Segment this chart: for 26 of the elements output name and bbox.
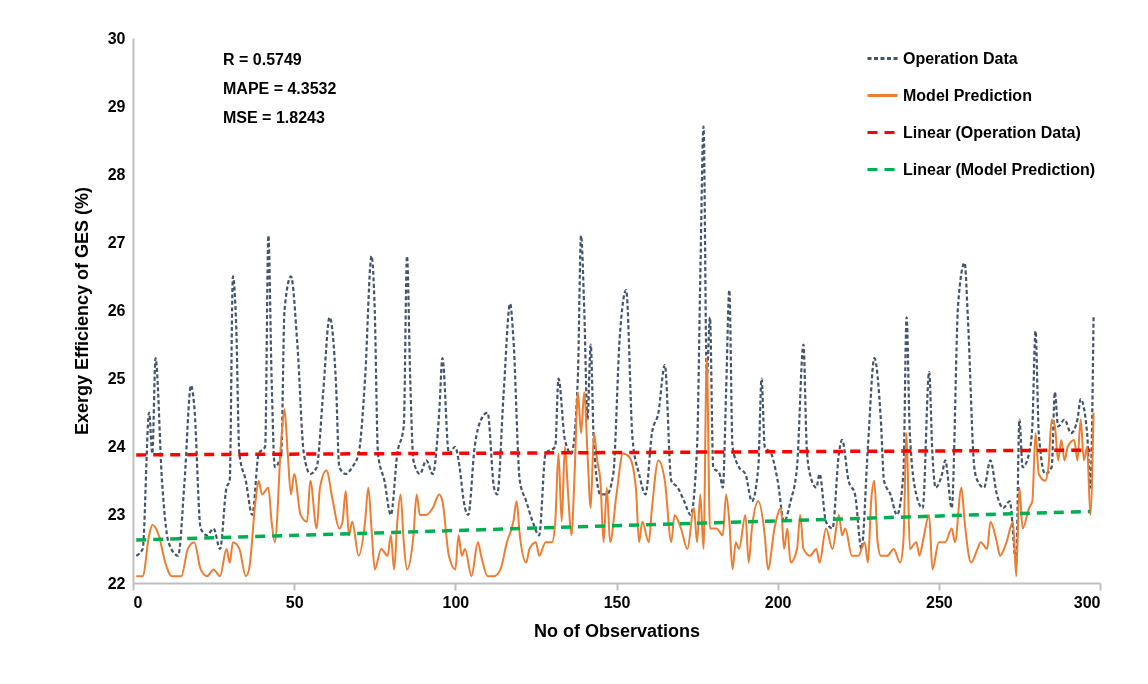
y-axis-title: Exergy Efficiency of GES (%) [71, 186, 92, 436]
y-tick-label: 22 [107, 574, 126, 592]
legend-label: Model Prediction [903, 86, 1032, 104]
legend-label: Linear (Model Prediction) [903, 160, 1096, 178]
y-tick-label: 30 [107, 29, 126, 47]
y-tick-label: 26 [107, 302, 126, 319]
x-tick-label: 150 [603, 593, 631, 611]
y-tick-label: 23 [107, 506, 126, 524]
annotation: MSE = 1.8243 [223, 109, 325, 126]
y-tick-label: 28 [107, 165, 126, 183]
y-tick-label: 24 [107, 438, 126, 456]
y-tick-label: 27 [107, 233, 126, 251]
annotation: R = 0.5749 [223, 51, 302, 68]
x-tick-label: 50 [285, 593, 304, 611]
legend-label: Operation Data [903, 49, 1018, 67]
legend-label: Linear (Operation Data) [903, 123, 1081, 141]
x-tick-label: 0 [133, 593, 143, 611]
x-tick-label: 300 [1073, 593, 1101, 611]
annotation: MAPE = 4.3532 [223, 80, 337, 97]
y-tick-label: 25 [107, 370, 126, 388]
x-axis-title: No of Observations [533, 620, 701, 641]
x-tick-label: 200 [764, 593, 792, 611]
x-tick-label: 100 [442, 593, 470, 611]
x-tick-label: 250 [925, 593, 953, 611]
line-series [135, 357, 1095, 578]
y-tick-label: 29 [107, 97, 126, 115]
